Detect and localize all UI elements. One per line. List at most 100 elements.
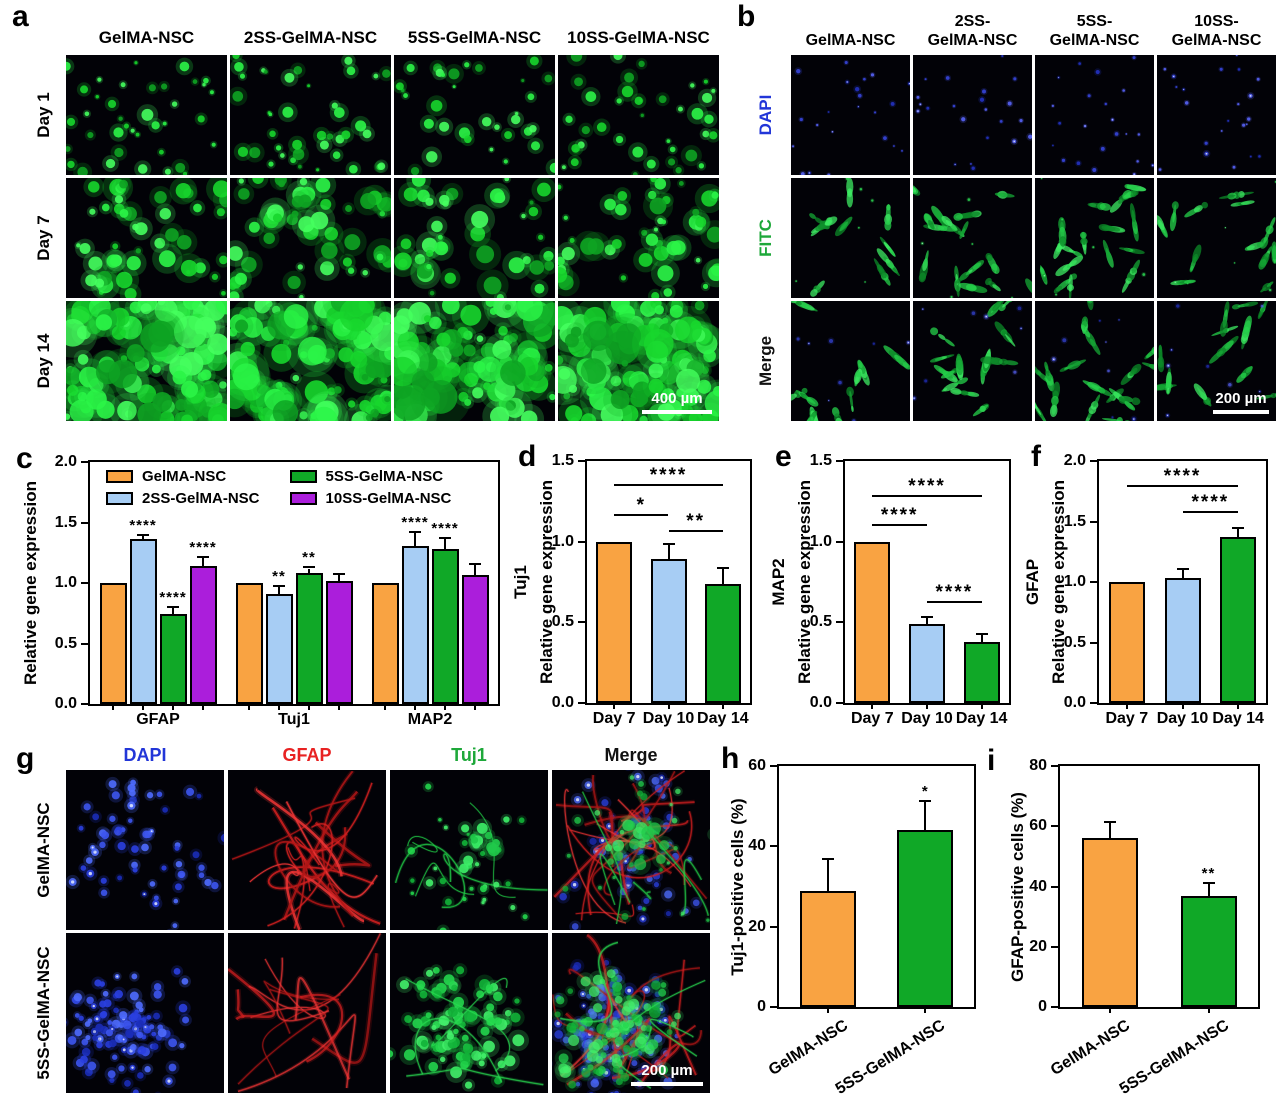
legend-swatch-2 <box>289 470 317 483</box>
panel-g-image-r0-c0 <box>66 770 224 930</box>
x-axis-tick <box>308 704 310 710</box>
chart-f-bar-Day 14-green <box>1220 537 1257 703</box>
panel-a-image-r2-c0 <box>66 301 227 421</box>
x-axis-tick <box>1237 703 1240 709</box>
error-bar <box>444 539 446 550</box>
error-bar <box>1108 823 1111 839</box>
y-axis-tick <box>578 540 585 543</box>
y-axis-tick <box>770 845 777 848</box>
error-bar <box>667 544 670 560</box>
chart-c-bar-Tuj1-2SS-GelMA-NSC <box>265 593 293 704</box>
panel-a-image-r0-c1 <box>230 55 391 175</box>
panel-letter-e: e <box>775 440 792 473</box>
panel-b-image-r2-c1 <box>913 301 1032 421</box>
chart-d-bar-Day 14-green <box>704 583 741 703</box>
significance-stars: **** <box>431 520 459 538</box>
panel-a-row-label-0: Day 1 <box>34 92 53 138</box>
y-axis-tick <box>836 702 843 704</box>
y-axis-tick-label: 60 <box>748 757 766 774</box>
chart-e-bar-Day 10-blue <box>909 623 945 703</box>
error-bar <box>474 564 476 575</box>
significance-stars: ** <box>1201 864 1216 882</box>
error-bar <box>142 535 144 540</box>
y-axis-tick-label: 40 <box>1029 877 1047 895</box>
chart-f-bar-Day 7-orange <box>1108 582 1145 703</box>
chart-c-bar-MAP2-GelMA-NSC <box>371 583 399 704</box>
y-axis-tick-label: 0.5 <box>809 613 832 631</box>
chart-c-y-axis-label-0: Relative gene expression <box>21 480 40 686</box>
sig-bracket-line <box>668 530 723 533</box>
panel-b-image-r0-c1 <box>913 55 1032 175</box>
y-axis-tick-label: 40 <box>748 837 766 855</box>
chart-c-bar-Tuj1-5SS-GelMA-NSC <box>295 573 323 704</box>
y-axis-tick <box>578 621 585 624</box>
chart-d-xlabel-2: Day 14 <box>697 710 749 727</box>
error-bar <box>278 586 280 594</box>
x-axis-tick <box>1108 1007 1111 1013</box>
error-bar-cap <box>439 537 451 540</box>
chart-h-bar-GelMA-NSC-orange <box>799 890 856 1007</box>
x-axis-tick <box>980 703 983 709</box>
chart-f-xlabel-0: Day 7 <box>1105 710 1149 727</box>
y-axis-tick-label: 1.5 <box>551 452 574 469</box>
panel-b-image-r0-c3 <box>1157 55 1276 175</box>
x-axis-tick <box>613 703 616 709</box>
chart-d-bar-Day 10-blue <box>650 559 687 703</box>
y-axis-tick <box>1090 520 1097 523</box>
chart-f-xlabel-2: Day 14 <box>1212 710 1264 727</box>
y-axis-tick-label: 1.0 <box>54 574 77 591</box>
panel-a-image-r1-c1 <box>230 178 391 298</box>
y-axis-tick-label: 20 <box>748 917 766 935</box>
panel-g-col-header-3: Merge <box>604 745 658 766</box>
chart-i-xlabel-0: GelMA-NSC <box>1047 1017 1133 1079</box>
error-bar <box>826 860 829 891</box>
chart-e-y-axis-label-1: MAP2 <box>769 558 788 606</box>
error-bar <box>172 608 174 615</box>
chart-e-xlabel-2: Day 14 <box>955 710 1008 727</box>
scale-bar-line <box>642 410 712 414</box>
panel-letter-i: i <box>987 744 996 777</box>
error-bar-cap <box>137 533 149 536</box>
panel-b-col-header-1: 2SS- GelMA-NSC <box>927 13 1018 49</box>
error-bar <box>338 574 340 581</box>
chart-c-bar-GFAP-10SS-GelMA-NSC <box>189 566 217 704</box>
x-axis-tick <box>1125 703 1128 709</box>
legend-item-0: GelMA-NSC <box>106 468 260 485</box>
error-bar <box>308 568 310 574</box>
error-bar-cap <box>409 531 421 534</box>
x-axis-tick <box>172 704 174 710</box>
chart-h-y-axis-label-0: Tuj1-positive cells (%) <box>728 797 747 976</box>
panel-b-col-header-3: 10SS- GelMA-NSC <box>1171 13 1262 49</box>
error-bar-cap <box>469 562 481 565</box>
panel-a-col-header-0: GelMA-NSC <box>98 28 195 48</box>
y-axis-tick <box>1051 945 1058 948</box>
x-axis-tick <box>474 704 476 710</box>
error-bar-cap <box>333 572 345 575</box>
panel-b-row-label-1: FITC <box>756 219 775 257</box>
sig-bracket-label: **** <box>908 475 946 497</box>
panel-letter-h: h <box>721 742 740 775</box>
panel-a-image-r0-c3 <box>558 55 719 175</box>
significance-stars: **** <box>159 589 187 607</box>
legend-label-0: GelMA-NSC <box>142 468 227 485</box>
chart-d-bar-Day 7-orange <box>596 541 633 703</box>
y-axis-tick-label: 0.0 <box>54 695 77 712</box>
y-axis-tick-label: 0 <box>1038 998 1047 1015</box>
panel-g-row-label-0: GelMA-NSC <box>34 802 53 898</box>
error-bar-cap <box>303 566 315 569</box>
y-axis-tick-label: 1.0 <box>1063 573 1086 590</box>
y-axis-tick <box>770 925 777 928</box>
chart-h-bar-5SS-GelMA-NSC-green <box>897 830 954 1007</box>
panel-b-image-r2-c3: 200 µm <box>1157 301 1276 421</box>
y-axis-tick <box>1090 460 1097 462</box>
panel-g-image-r0-c1 <box>228 770 386 930</box>
sig-bracket-line <box>1126 485 1239 488</box>
chart-c-xlabel-0: GFAP <box>136 711 180 728</box>
y-axis-tick <box>578 460 585 462</box>
y-axis-tick-label: 2.0 <box>1063 452 1086 469</box>
error-bar-cap <box>1202 881 1215 884</box>
y-axis-tick-label: 0.0 <box>809 694 832 711</box>
sig-bracket-label: * <box>636 495 647 517</box>
x-axis-tick <box>1207 1007 1210 1013</box>
